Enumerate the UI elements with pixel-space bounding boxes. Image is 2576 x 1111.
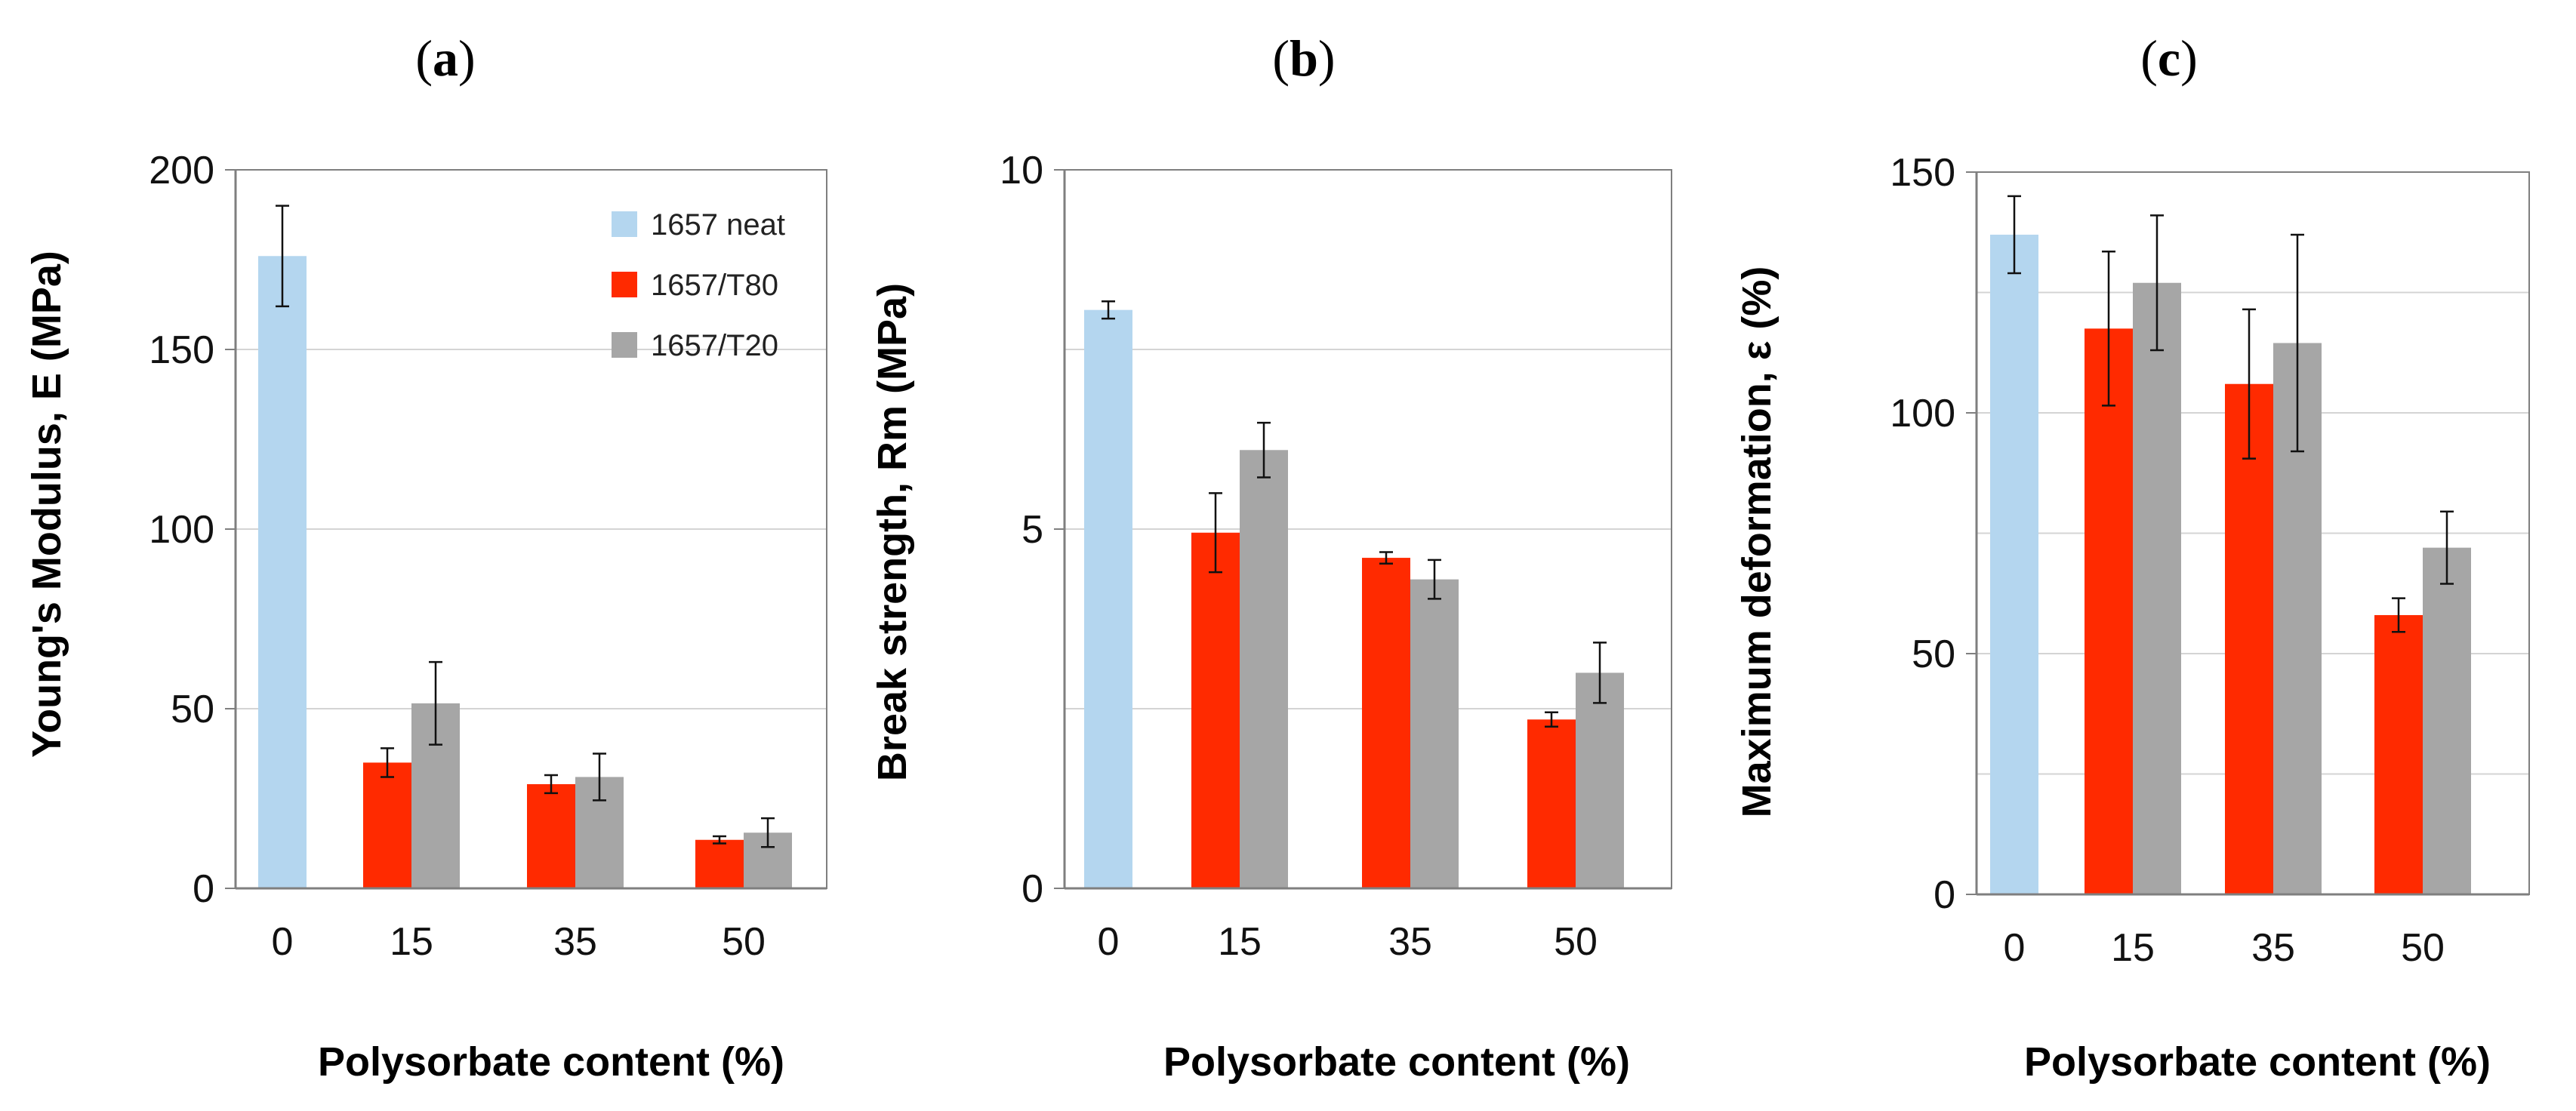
panel-c-bars xyxy=(1990,234,2471,895)
panel-c-error-bar-1657-t80-15 xyxy=(2102,251,2115,407)
panel-a-error-bar-1657-neat-0 xyxy=(276,205,289,308)
panel-c-bar-1657-t20-50 xyxy=(2423,547,2471,894)
panel-b-x-axis-title: Polysorbate content (%) xyxy=(1163,1039,1630,1085)
panel-b-x-tick-label: 0 xyxy=(1098,920,1120,964)
panel-a-x-ticks: 0 15 35 50 xyxy=(272,920,766,964)
panel-a-error-bar-1657-t80-50 xyxy=(713,835,726,845)
panel-a-error-bar-1657-t20-50 xyxy=(761,817,775,848)
legend-item-1657-t20: 1657/T20 xyxy=(612,329,778,362)
panel-c-axes xyxy=(1975,171,2530,896)
legend-item-1657-neat: 1657 neat xyxy=(612,208,785,242)
panel-b-x-tick-label: 35 xyxy=(1388,920,1432,964)
panel-a-bars xyxy=(258,256,792,888)
panel-b-error-bar-1657-t20-15 xyxy=(1257,421,1271,479)
panel-a-x-tick-label: 0 xyxy=(272,920,294,964)
panel-c-error-bar-1657-t80-35 xyxy=(2242,308,2256,460)
legend-label-1657-t80: 1657/T80 xyxy=(651,269,778,302)
panel-b-bar-1657-t80-50 xyxy=(1527,719,1576,888)
panel-b: (b) Polysorbate content (%) Break streng… xyxy=(870,29,1672,1085)
panel-a-y-tick-label: 200 xyxy=(149,149,214,192)
panel-a-y-tick-label: 100 xyxy=(149,508,214,552)
panel-b-x-ticks: 0 15 35 50 xyxy=(1098,920,1598,964)
panel-c-error-bar-1657-t80-50 xyxy=(2392,597,2405,633)
panel-b-bar-1657-t20-35 xyxy=(1410,579,1459,888)
panel-c-error-bars xyxy=(2007,195,2454,633)
panel-a-bar-1657-t80-15 xyxy=(363,762,411,888)
panel-b-error-bar-1657-neat-0 xyxy=(1102,300,1115,320)
panel-a-bar-1657-neat-0 xyxy=(258,256,307,888)
legend-item-1657-t80: 1657/T80 xyxy=(612,269,778,302)
panel-c-x-tick-label: 35 xyxy=(2251,926,2295,970)
legend: 1657 neat 1657/T80 1657/T20 xyxy=(612,208,785,362)
panel-a: (a) Polysorbate content (%) Young's Modu… xyxy=(24,29,827,1085)
legend-label-1657-neat: 1657 neat xyxy=(651,208,785,242)
panel-c-x-axis-title: Polysorbate content (%) xyxy=(2024,1039,2491,1085)
panel-b-label: (b) xyxy=(1272,29,1335,87)
panel-b-bar-1657-neat-0 xyxy=(1084,309,1132,888)
panel-b-bar-1657-t80-15 xyxy=(1191,532,1240,888)
panel-c-y-tick-label: 150 xyxy=(1890,151,1955,195)
panel-c-error-bar-1657-t20-15 xyxy=(2150,214,2164,352)
panel-c-error-bar-1657-neat-0 xyxy=(2007,195,2021,275)
panel-a-error-bar-1657-t80-15 xyxy=(381,747,394,778)
panel-c-y-ticks: 0 50 100 150 xyxy=(1890,151,1977,917)
panel-a-error-bar-1657-t20-15 xyxy=(429,660,442,746)
panel-c-bar-1657-neat-0 xyxy=(1990,234,2038,894)
panel-b-error-bar-1657-t20-50 xyxy=(1593,642,1607,704)
panel-c-x-tick-label: 0 xyxy=(2004,926,2026,970)
panel-b-error-bar-1657-t80-35 xyxy=(1379,551,1393,565)
panel-b-error-bar-1657-t80-50 xyxy=(1545,711,1558,728)
panel-c-bar-1657-t80-35 xyxy=(2225,383,2273,895)
panel-a-error-bar-1657-t80-35 xyxy=(544,774,558,795)
panel-b-error-bar-1657-t80-15 xyxy=(1209,492,1222,574)
panel-b-error-bar-1657-t20-35 xyxy=(1428,559,1441,600)
panel-c-bar-1657-t80-50 xyxy=(2374,614,2423,894)
panel-a-y-tick-label: 0 xyxy=(193,867,214,911)
panel-c-label: (c) xyxy=(2140,29,2198,87)
panel-b-bar-1657-t20-15 xyxy=(1240,450,1288,888)
panel-c-y-tick-label: 0 xyxy=(1934,873,1955,917)
panel-b-y-tick-label: 5 xyxy=(1021,508,1043,552)
panel-b-bar-1657-t20-50 xyxy=(1576,672,1624,888)
panel-b-y-ticks: 0 5 10 xyxy=(1000,149,1065,911)
panel-a-gridlines xyxy=(236,349,827,709)
panel-a-bar-1657-t80-50 xyxy=(695,839,744,888)
panel-c-bar-1657-t20-15 xyxy=(2133,282,2181,894)
panel-a-bar-1657-t80-35 xyxy=(527,783,575,888)
panel-c: (c) Polysorbate content (%) Maximum defo… xyxy=(1734,29,2530,1085)
panel-b-x-tick-label: 50 xyxy=(1554,920,1598,964)
panel-a-y-tick-label: 150 xyxy=(149,328,214,372)
panel-c-x-tick-label: 15 xyxy=(2111,926,2155,970)
legend-swatch-1657-neat xyxy=(612,211,637,237)
panel-a-error-bar-1657-t20-35 xyxy=(593,752,606,802)
panel-c-error-bar-1657-t20-35 xyxy=(2291,233,2304,453)
panel-a-x-tick-label: 50 xyxy=(722,920,766,964)
panel-b-bars xyxy=(1084,309,1624,888)
panel-b-y-tick-label: 10 xyxy=(1000,149,1043,192)
panel-b-x-tick-label: 15 xyxy=(1218,920,1262,964)
legend-swatch-1657-t20 xyxy=(612,332,637,358)
panel-b-y-tick-label: 0 xyxy=(1021,867,1043,911)
panel-b-error-bars xyxy=(1102,300,1607,728)
panel-a-label: (a) xyxy=(415,29,475,87)
panel-a-x-axis-title: Polysorbate content (%) xyxy=(318,1039,784,1085)
panel-b-bar-1657-t80-35 xyxy=(1362,558,1410,888)
panel-c-bar-1657-t80-15 xyxy=(2085,328,2133,895)
panel-c-x-tick-label: 50 xyxy=(2401,926,2445,970)
panel-c-x-ticks: 0 15 35 50 xyxy=(2004,926,2445,970)
panel-a-y-axis-title: Young's Modulus, E (MPa) xyxy=(24,251,69,758)
panel-a-error-bars xyxy=(276,205,775,848)
panel-c-y-axis-title: Maximum deformation, ε (%) xyxy=(1734,266,1779,818)
panel-b-y-axis-title: Break strength, Rm (MPa) xyxy=(870,283,915,781)
panel-c-y-tick-label: 50 xyxy=(1912,632,1955,676)
panel-a-y-ticks: 0 50 100 150 200 xyxy=(149,149,236,911)
legend-label-1657-t20: 1657/T20 xyxy=(651,329,778,362)
panel-c-error-bar-1657-t20-50 xyxy=(2440,510,2454,585)
panel-a-y-tick-label: 50 xyxy=(171,688,214,731)
panel-a-x-tick-label: 15 xyxy=(390,920,433,964)
panel-a-x-tick-label: 35 xyxy=(553,920,597,964)
panel-c-y-tick-label: 100 xyxy=(1890,392,1955,435)
legend-swatch-1657-t80 xyxy=(612,272,637,297)
